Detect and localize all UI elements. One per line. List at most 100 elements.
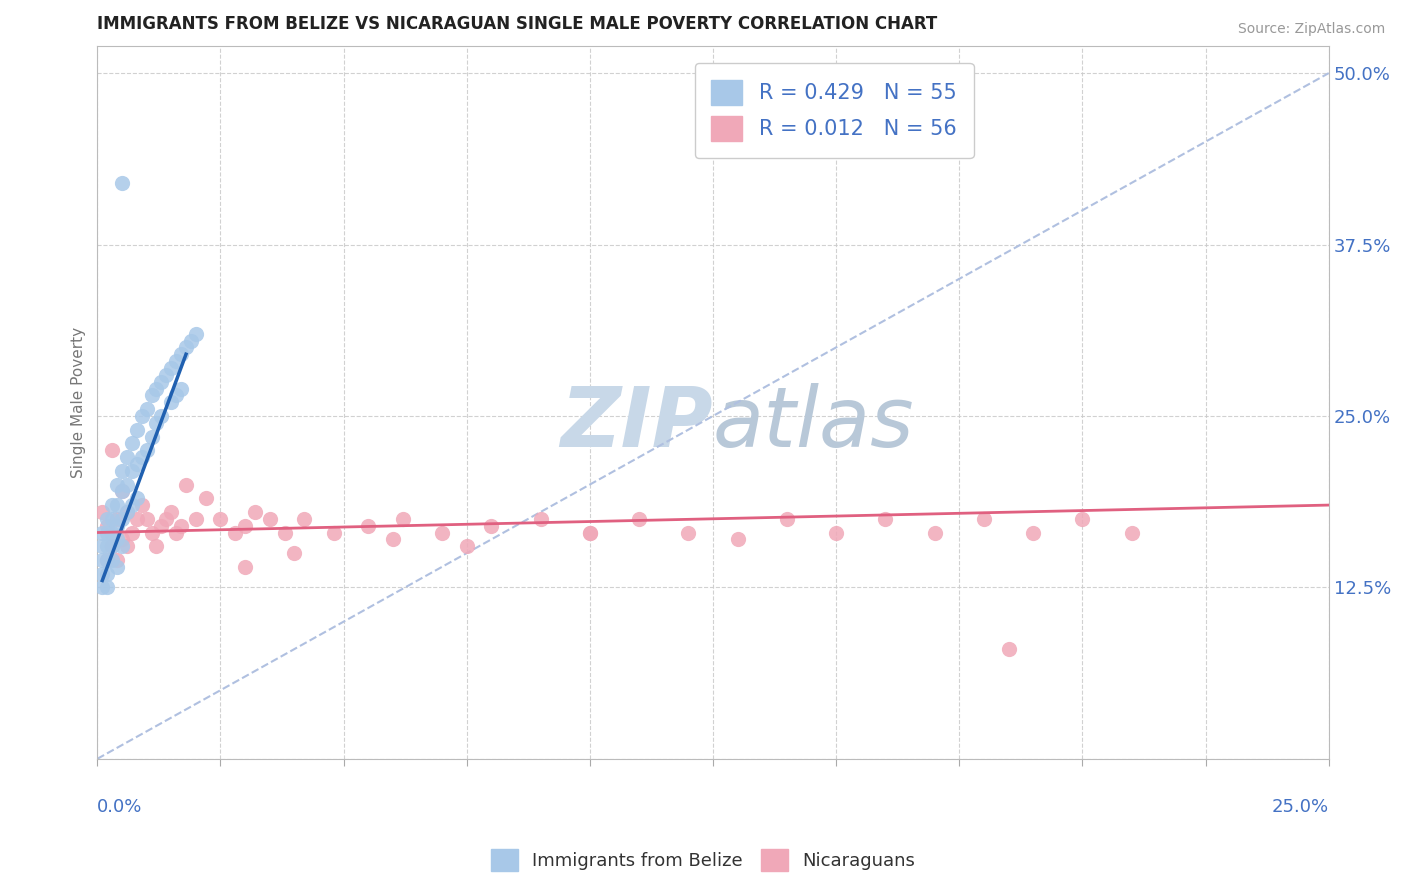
Point xyxy=(481,518,503,533)
Point xyxy=(131,409,153,423)
Point xyxy=(776,512,799,526)
Point xyxy=(111,484,134,499)
Point xyxy=(121,464,143,478)
Point xyxy=(101,539,124,553)
Point xyxy=(115,477,138,491)
Point xyxy=(184,512,207,526)
Point xyxy=(101,539,124,553)
Point xyxy=(1071,512,1094,526)
Point xyxy=(105,512,128,526)
Point xyxy=(135,402,157,417)
Point xyxy=(131,450,153,464)
Point xyxy=(194,491,217,506)
Point xyxy=(111,533,134,547)
Point xyxy=(91,580,114,594)
Point xyxy=(96,525,118,540)
Point xyxy=(111,484,134,499)
Point xyxy=(174,477,197,491)
Point xyxy=(155,512,177,526)
Point xyxy=(150,518,173,533)
Point xyxy=(184,326,207,341)
Point xyxy=(96,580,118,594)
Point xyxy=(111,539,134,553)
Point xyxy=(170,382,193,396)
Point xyxy=(170,518,193,533)
Point xyxy=(91,525,114,540)
Point xyxy=(101,512,124,526)
Point xyxy=(165,525,187,540)
Legend: Immigrants from Belize, Nicaraguans: Immigrants from Belize, Nicaraguans xyxy=(484,842,922,879)
Point xyxy=(141,388,163,402)
Point xyxy=(105,553,128,567)
Point xyxy=(165,354,187,368)
Point xyxy=(141,429,163,443)
Point xyxy=(456,539,478,553)
Point xyxy=(174,340,197,354)
Point xyxy=(125,512,148,526)
Point xyxy=(273,525,295,540)
Text: atlas: atlas xyxy=(713,384,915,464)
Point xyxy=(150,375,173,389)
Point xyxy=(96,539,118,553)
Point xyxy=(115,505,138,519)
Point xyxy=(96,553,118,567)
Point xyxy=(997,642,1019,657)
Point xyxy=(135,443,157,458)
Point xyxy=(125,423,148,437)
Point xyxy=(131,498,153,512)
Point xyxy=(283,546,305,560)
Point xyxy=(825,525,848,540)
Point xyxy=(1121,525,1143,540)
Point xyxy=(105,498,128,512)
Point xyxy=(160,360,183,375)
Point xyxy=(150,409,173,423)
Text: IMMIGRANTS FROM BELIZE VS NICARAGUAN SINGLE MALE POVERTY CORRELATION CHART: IMMIGRANTS FROM BELIZE VS NICARAGUAN SIN… xyxy=(97,15,938,33)
Point xyxy=(91,505,114,519)
Text: 0.0%: 0.0% xyxy=(97,798,143,816)
Point xyxy=(973,512,995,526)
Point xyxy=(579,525,602,540)
Point xyxy=(145,539,167,553)
Point xyxy=(91,566,114,581)
Point xyxy=(579,525,602,540)
Point xyxy=(678,525,700,540)
Point xyxy=(121,498,143,512)
Point xyxy=(115,450,138,464)
Point xyxy=(111,512,134,526)
Legend: R = 0.429   N = 55, R = 0.012   N = 56: R = 0.429 N = 55, R = 0.012 N = 56 xyxy=(695,63,973,158)
Point xyxy=(165,388,187,402)
Point xyxy=(430,525,453,540)
Point xyxy=(125,491,148,506)
Point xyxy=(101,443,124,458)
Point xyxy=(91,539,114,553)
Point xyxy=(145,416,167,430)
Point xyxy=(628,512,651,526)
Point xyxy=(96,518,118,533)
Point xyxy=(209,512,232,526)
Point xyxy=(357,518,380,533)
Point xyxy=(1022,525,1045,540)
Point xyxy=(180,334,202,348)
Point xyxy=(101,525,124,540)
Point xyxy=(96,566,118,581)
Point xyxy=(115,539,138,553)
Point xyxy=(160,505,183,519)
Point xyxy=(155,368,177,382)
Point xyxy=(105,518,128,533)
Point xyxy=(121,436,143,450)
Point xyxy=(160,395,183,409)
Point xyxy=(111,464,134,478)
Point xyxy=(233,518,256,533)
Point xyxy=(145,382,167,396)
Point xyxy=(233,559,256,574)
Point xyxy=(170,347,193,361)
Text: 25.0%: 25.0% xyxy=(1271,798,1329,816)
Point xyxy=(121,525,143,540)
Point xyxy=(96,553,118,567)
Point xyxy=(141,525,163,540)
Point xyxy=(111,176,134,190)
Point xyxy=(105,533,128,547)
Point xyxy=(292,512,315,526)
Point xyxy=(135,512,157,526)
Point xyxy=(381,533,404,547)
